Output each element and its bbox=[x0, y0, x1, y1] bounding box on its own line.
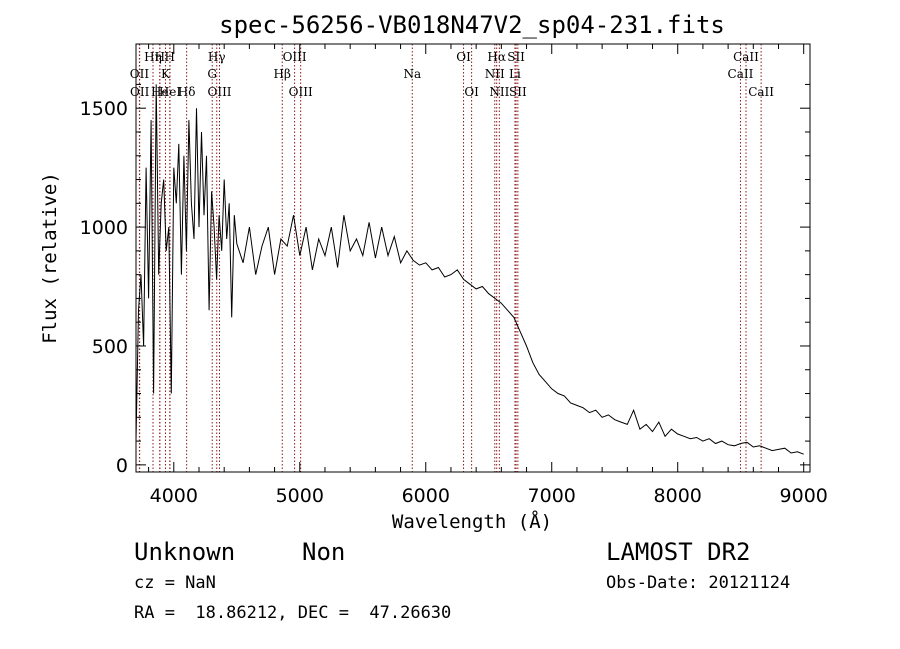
spectrum-line bbox=[135, 84, 804, 455]
marker-label: CaII bbox=[733, 50, 759, 64]
marker-label: Hδ bbox=[178, 85, 196, 99]
coordinates-line: RA = 18.86212, DEC = 47.26630 bbox=[134, 603, 452, 623]
marker-label: Hγ bbox=[208, 50, 226, 64]
marker-label: H bbox=[165, 50, 175, 64]
marker-label: Li bbox=[509, 67, 521, 81]
emission-line-markers bbox=[138, 44, 762, 472]
x-axis-label: Wavelength (Å) bbox=[392, 510, 552, 533]
marker-label: He bbox=[151, 85, 169, 99]
marker-label: OIII bbox=[283, 50, 307, 64]
x-tick-label: 4000 bbox=[150, 485, 198, 507]
x-tick-label: 5000 bbox=[276, 485, 324, 507]
obs-date-line: Obs-Date: 20121124 bbox=[606, 573, 791, 593]
x-tick-label: 9000 bbox=[780, 485, 828, 507]
marker-label: OI bbox=[456, 50, 471, 64]
object-subclass: Non bbox=[302, 538, 346, 566]
marker-label: Hα bbox=[487, 50, 506, 64]
x-tick-label: 7000 bbox=[528, 485, 576, 507]
object-class: Unknown bbox=[134, 538, 236, 566]
marker-label: H bbox=[155, 50, 165, 64]
marker-label: NII bbox=[489, 85, 509, 99]
marker-label: OII bbox=[130, 85, 150, 99]
y-tick-label: 500 bbox=[92, 336, 128, 358]
marker-label: NII bbox=[485, 67, 505, 81]
marker-label: SII bbox=[507, 50, 525, 64]
chart-title: spec-56256-VB018N47V2_sp04-231.fits bbox=[219, 11, 725, 39]
marker-label: OIII bbox=[289, 85, 313, 99]
y-tick-label: 1500 bbox=[80, 98, 128, 120]
marker-label: OIII bbox=[207, 85, 231, 99]
marker-label: OI bbox=[464, 85, 479, 99]
marker-label: K bbox=[161, 67, 171, 81]
x-axis: 4000 5000 6000 7000 8000 9000 bbox=[148, 44, 828, 507]
marker-label: OII bbox=[130, 67, 150, 81]
marker-label: CaII bbox=[728, 67, 754, 81]
marker-label: HeI bbox=[159, 85, 182, 99]
marker-label: SII bbox=[509, 85, 527, 99]
y-axis: 0 500 1000 1500 bbox=[80, 83, 810, 477]
marker-label: G bbox=[207, 67, 217, 81]
y-tick-label: 1000 bbox=[80, 217, 128, 239]
y-tick-label: 0 bbox=[116, 455, 128, 477]
marker-label: Hβ bbox=[274, 67, 291, 81]
marker-label: Na bbox=[403, 67, 421, 81]
redshift-line: cz = NaN bbox=[134, 573, 216, 593]
x-tick-label: 6000 bbox=[402, 485, 450, 507]
marker-label: CaII bbox=[748, 85, 774, 99]
marker-label: Hη bbox=[144, 50, 162, 64]
x-tick-label: 8000 bbox=[654, 485, 702, 507]
plot-frame bbox=[135, 43, 811, 473]
y-axis-label: Flux (relative) bbox=[39, 172, 61, 344]
survey-name: LAMOST DR2 bbox=[606, 538, 751, 566]
